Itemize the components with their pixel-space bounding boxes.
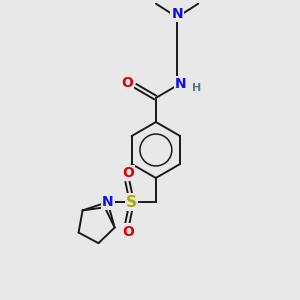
Text: N: N: [175, 77, 186, 91]
Text: H: H: [192, 83, 201, 94]
Text: N: N: [171, 7, 183, 21]
Text: O: O: [122, 225, 134, 238]
Text: N: N: [102, 195, 113, 209]
Text: O: O: [122, 76, 133, 90]
Text: S: S: [126, 195, 137, 210]
Text: O: O: [122, 166, 134, 180]
